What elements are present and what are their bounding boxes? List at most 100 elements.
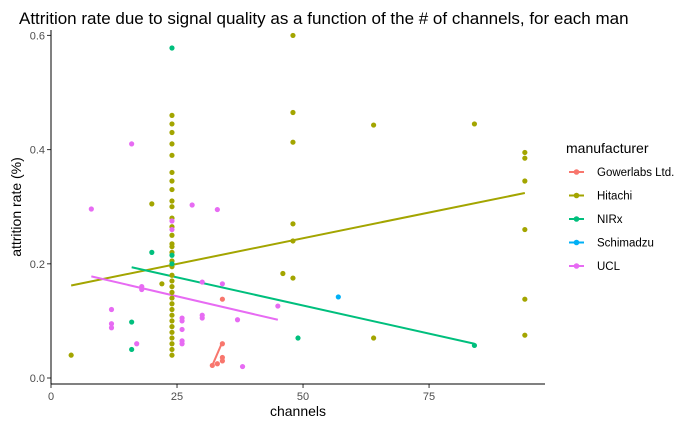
data-point [169,152,175,158]
data-point [179,318,185,324]
data-point [471,342,478,349]
legend: manufacturer Gowerlabs Ltd. Hitachi NIRx Sc… [566,140,674,273]
data-point [199,315,205,321]
legend-label: NIRx [597,214,623,226]
data-point [280,270,286,277]
data-point [169,352,175,358]
x-axis-title: channels [270,403,326,419]
x-axis-ticks: 0 25 50 75 [48,384,435,403]
data-points [68,32,528,370]
data-point [209,362,215,369]
data-point [169,261,175,267]
data-point [219,354,225,361]
data-point [522,155,528,161]
data-point [219,296,225,302]
legend-title: manufacturer [566,140,649,156]
data-point [290,109,296,116]
trend-line [211,341,224,366]
data-point [169,272,175,278]
data-point [179,341,185,347]
data-point [169,295,175,301]
data-point [149,249,155,255]
data-point [169,252,175,258]
data-point [219,341,225,347]
data-point [290,275,296,281]
y-tick-label: 0.0 [30,373,45,385]
data-point [108,306,115,313]
data-point [169,335,175,341]
data-point [179,326,185,333]
data-point [214,206,220,213]
legend-label: Gowerlabs Ltd. [597,167,674,179]
legend-label: Schimadzu [597,238,654,250]
y-tick-label: 0.6 [30,30,45,42]
trend-line [70,192,526,287]
data-point [522,332,528,338]
legend-label: UCL [597,261,621,273]
data-point [522,226,528,233]
x-tick-label: 0 [48,391,54,403]
data-point [169,318,175,324]
data-point [169,278,175,284]
data-point [169,324,175,330]
trend-line [91,275,279,321]
data-point [471,121,478,127]
data-point [169,45,175,51]
data-point [169,226,175,233]
data-point [169,346,175,353]
data-point [371,122,377,128]
data-point [219,281,225,287]
data-point [275,303,281,309]
data-point [522,178,528,184]
data-point [295,335,301,341]
legend-key-point [573,216,580,222]
data-point [149,201,155,207]
data-point [139,286,145,293]
data-point [169,186,175,193]
data-point [108,325,115,331]
data-point [169,284,175,290]
data-point [134,341,140,347]
legend-key-point [573,192,580,199]
data-point [169,244,175,250]
y-tick-label: 0.2 [30,259,45,271]
chart-title: Attrition rate due to signal quality as … [19,9,629,28]
legend-key-point [573,169,580,175]
data-point [199,279,205,285]
data-point [68,352,74,358]
legend-key-point [573,239,580,246]
data-point [169,312,175,318]
trend-lines [70,192,526,366]
data-point [239,363,246,370]
data-point [129,346,135,353]
data-point [169,289,175,295]
data-point [169,169,175,176]
y-tick-label: 0.4 [30,145,45,157]
trend-line [131,266,475,345]
data-point [169,121,175,127]
data-point [371,335,377,341]
legend-key-point [573,263,580,269]
data-point [189,202,195,208]
y-axis-title: attrition rate (%) [8,157,24,257]
data-point [169,129,175,136]
data-point [290,32,296,39]
data-point [169,112,175,118]
data-point [108,321,115,327]
data-point [522,296,528,302]
data-point [129,141,135,147]
data-point [290,221,296,227]
data-point [522,149,528,156]
data-point [169,178,175,184]
data-point [290,139,296,145]
data-point [169,198,175,204]
data-point [169,232,175,238]
data-point [169,329,175,335]
data-point [169,141,175,147]
data-point [169,341,175,347]
data-point [159,281,165,287]
data-point [169,301,175,307]
data-point [169,306,175,313]
data-point [169,204,175,210]
data-point [214,361,220,367]
